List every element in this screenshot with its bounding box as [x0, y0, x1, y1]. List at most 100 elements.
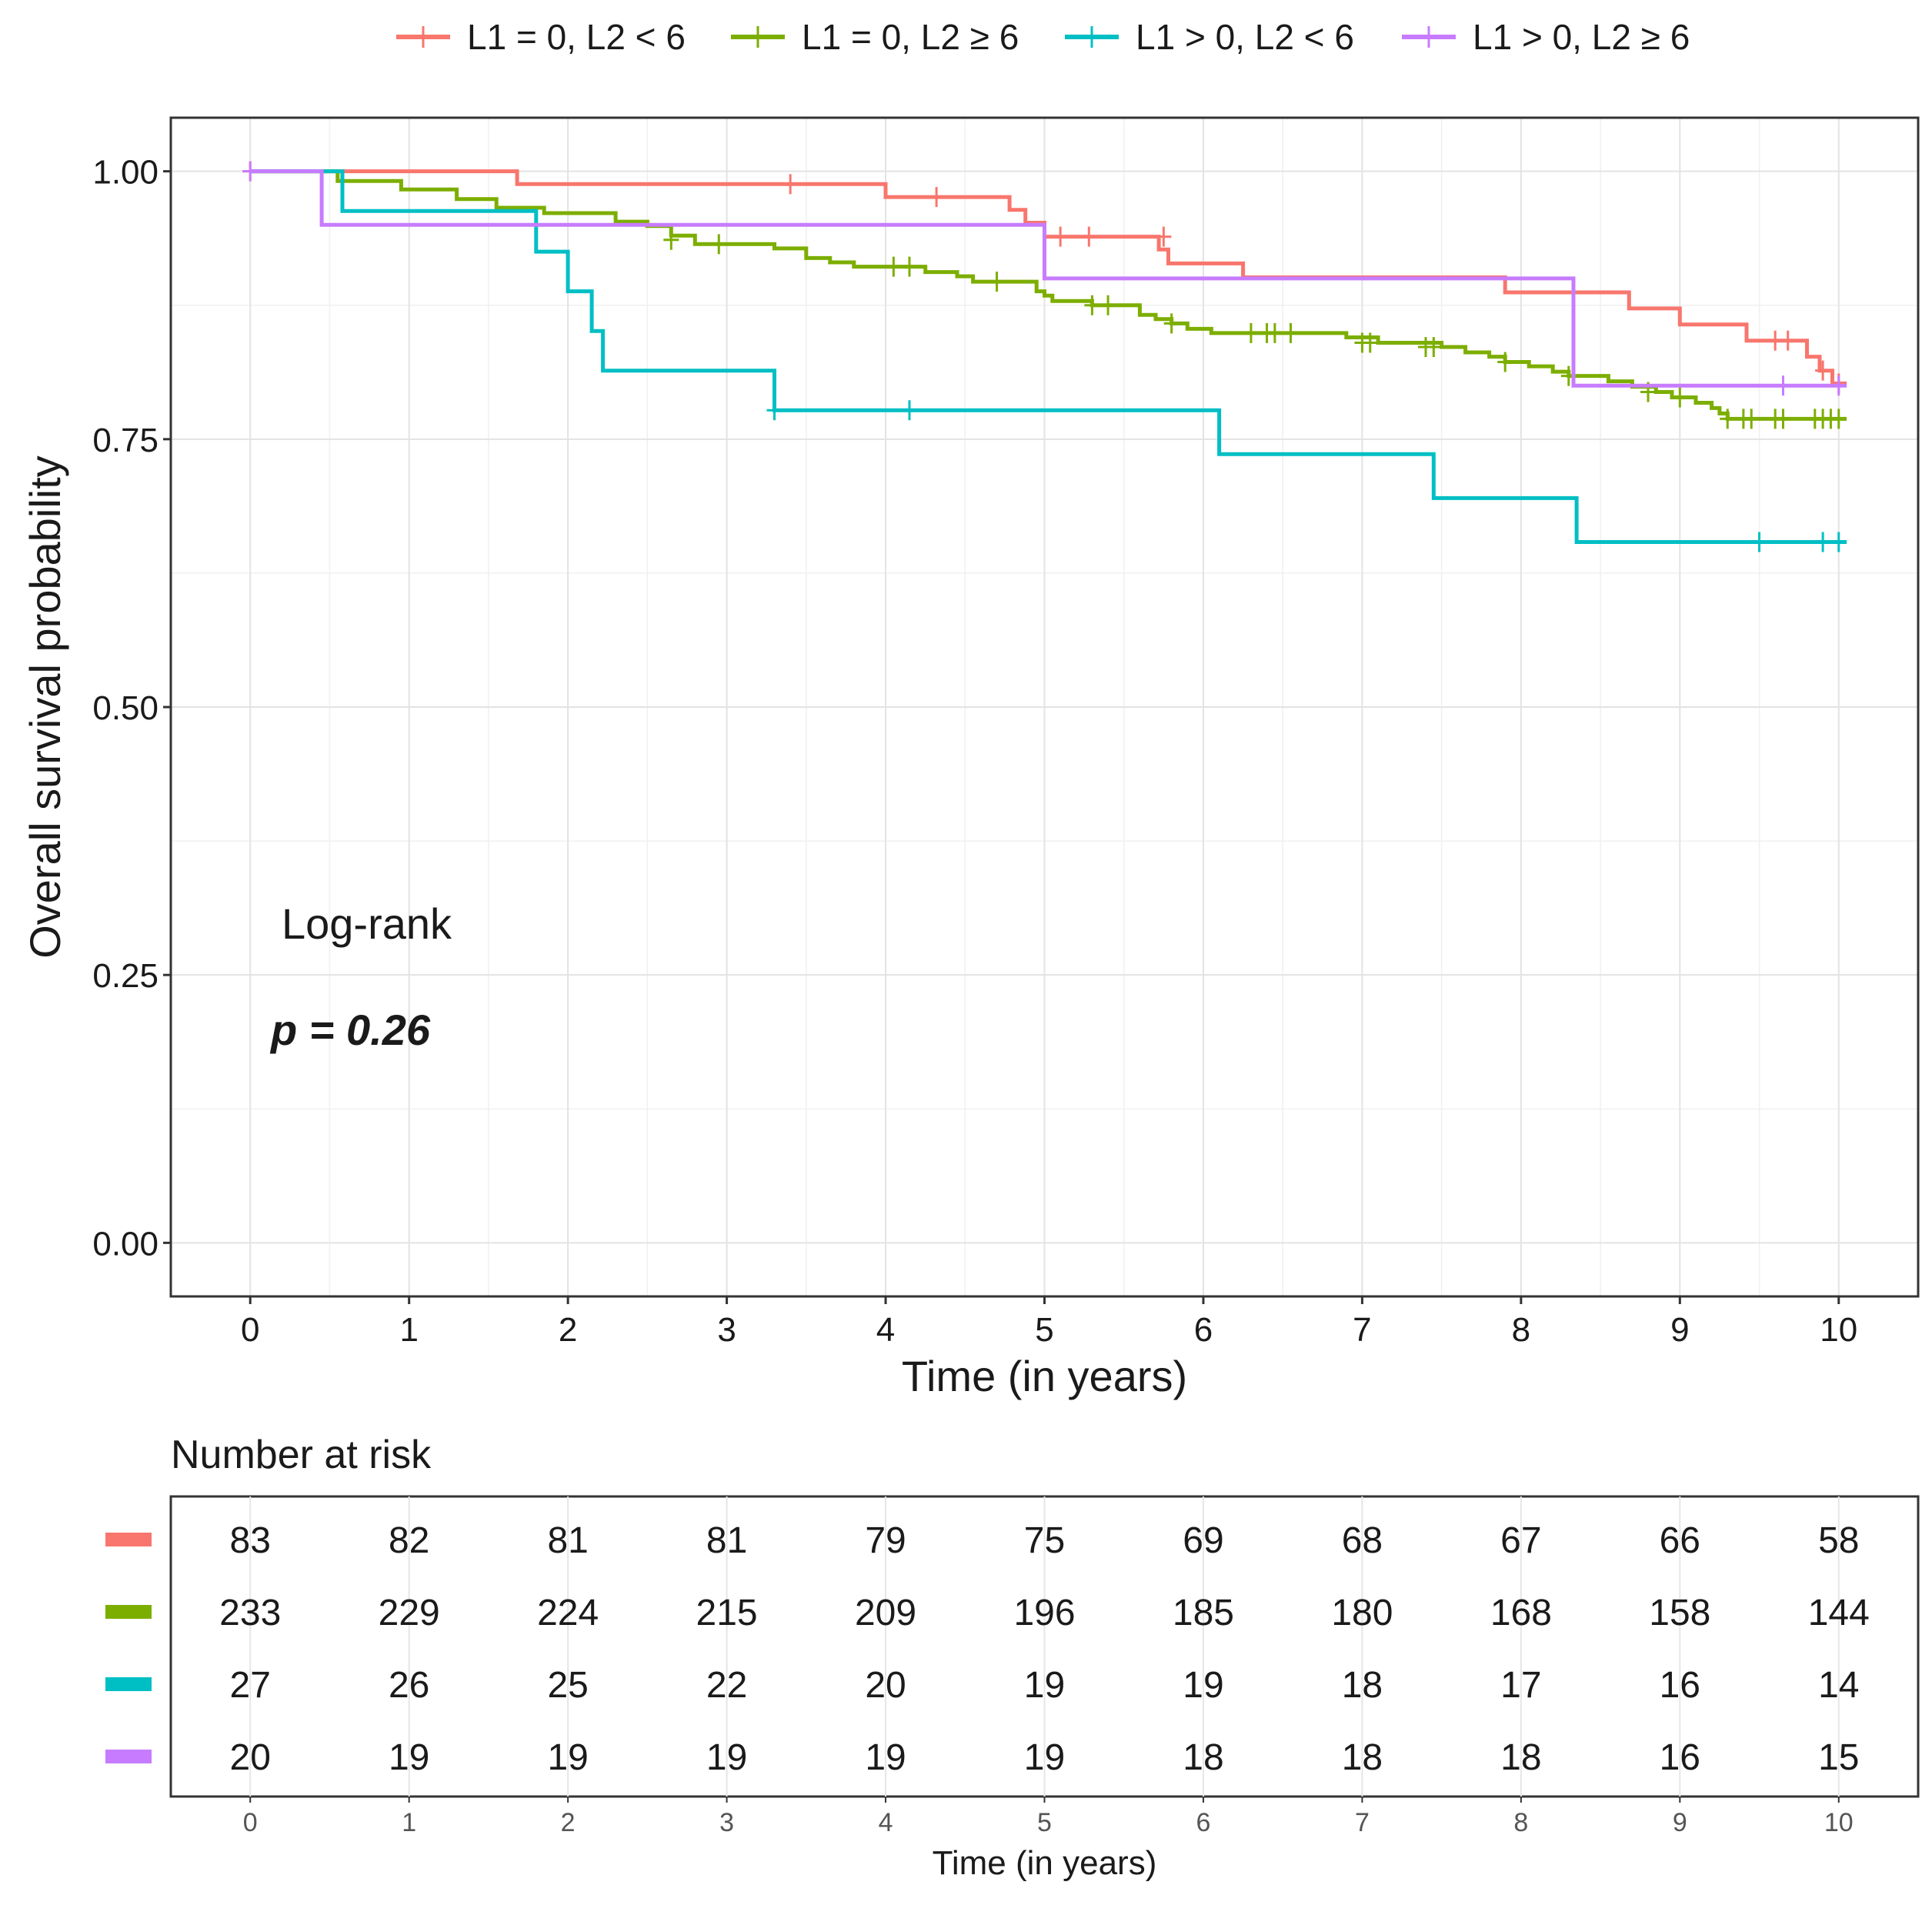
censor-mark-2	[1283, 322, 1299, 343]
censor-mark-1	[1081, 226, 1097, 247]
risk-cell: 14	[1818, 1665, 1859, 1706]
x-tick-label: 10	[1820, 1311, 1857, 1349]
censor-mark-2	[1426, 337, 1442, 358]
censor-mark-3	[1815, 532, 1831, 552]
risk-x-tick-label: 2	[561, 1808, 576, 1837]
risk-x-axis-title: Time (in years)	[933, 1844, 1157, 1882]
risk-cell: 144	[1808, 1593, 1870, 1633]
risk-cell: 19	[1024, 1665, 1065, 1706]
logrank-label: Log-rank	[282, 899, 452, 948]
censor-mark-4	[1830, 375, 1847, 396]
risk-cell: 81	[547, 1520, 588, 1561]
x-tick-label: 4	[876, 1311, 895, 1349]
risk-cell: 81	[706, 1520, 747, 1561]
risk-x-tick-label: 0	[243, 1808, 258, 1837]
risk-cell: 26	[389, 1665, 429, 1706]
risk-cell: 19	[706, 1737, 747, 1778]
x-axis-title: Time (in years)	[902, 1352, 1187, 1400]
censor-mark-2	[1775, 409, 1791, 429]
legend-label-1: L1 = 0, L2 < 6	[467, 17, 686, 57]
legend-label-4: L1 > 0, L2 ≥ 6	[1473, 17, 1690, 57]
risk-x-tick-label: 8	[1513, 1808, 1528, 1837]
y-tick-label: 0.00	[92, 1225, 158, 1263]
risk-row-swatch-3	[105, 1677, 152, 1691]
risk-cell: 15	[1818, 1737, 1859, 1778]
risk-cell: 68	[1342, 1520, 1383, 1561]
censor-mark-3	[766, 400, 782, 421]
risk-cell: 168	[1490, 1593, 1552, 1633]
censor-mark-3	[1830, 532, 1847, 552]
censor-mark-2	[1672, 387, 1688, 408]
censor-mark-3	[1751, 532, 1767, 552]
risk-x-tick-label: 9	[1673, 1808, 1687, 1837]
censor-mark-2	[1266, 322, 1283, 343]
survival-curve-3	[250, 169, 1847, 544]
x-tick-label: 2	[559, 1311, 577, 1349]
censor-mark-1	[1780, 330, 1796, 351]
risk-cell: 180	[1331, 1593, 1393, 1633]
legend-label-3: L1 > 0, L2 < 6	[1136, 17, 1354, 57]
risk-cell: 18	[1500, 1737, 1541, 1778]
y-tick-label: 1.00	[92, 154, 158, 192]
censor-mark-1	[929, 187, 945, 208]
risk-cell: 69	[1183, 1520, 1223, 1561]
risk-x-tick-label: 4	[879, 1808, 893, 1837]
risk-table-title: Number at risk	[171, 1433, 432, 1477]
censor-mark-2	[1100, 295, 1116, 315]
censor-mark-2	[1720, 409, 1736, 429]
x-tick-label: 1	[399, 1311, 418, 1349]
censor-mark-2	[989, 272, 1005, 292]
x-tick-label: 9	[1670, 1311, 1689, 1349]
series-group	[242, 161, 1847, 552]
risk-x-tick-label: 1	[402, 1808, 416, 1837]
legend-label-2: L1 = 0, L2 ≥ 6	[802, 17, 1019, 57]
censor-mark-1	[1053, 226, 1069, 247]
gridlines	[171, 118, 1918, 1296]
risk-cell: 196	[1013, 1593, 1075, 1633]
risk-cell: 18	[1342, 1737, 1383, 1778]
x-tick-label: 3	[717, 1311, 736, 1349]
risk-cell: 17	[1500, 1665, 1541, 1706]
risk-cell: 75	[1024, 1520, 1065, 1561]
risk-cell: 20	[230, 1737, 271, 1778]
risk-cell: 18	[1183, 1737, 1223, 1778]
censor-mark-2	[1497, 352, 1513, 372]
y-axis-title: Overall survival probability	[21, 455, 69, 959]
risk-cell: 79	[865, 1520, 906, 1561]
risk-x-tick-label: 6	[1196, 1808, 1210, 1837]
censor-mark-2	[663, 229, 679, 250]
risk-cell: 158	[1649, 1593, 1710, 1633]
risk-cell: 16	[1660, 1737, 1700, 1778]
censor-mark-2	[902, 256, 918, 277]
censor-mark-2	[1163, 313, 1180, 334]
censor-mark-2	[1243, 322, 1259, 343]
risk-cell: 209	[855, 1593, 916, 1633]
censor-mark-2	[1362, 332, 1378, 353]
censor-mark-2	[1084, 295, 1100, 315]
x-tick-label: 7	[1353, 1311, 1371, 1349]
risk-cell: 19	[865, 1737, 906, 1778]
x-tick-label: 6	[1194, 1311, 1213, 1349]
risk-cell: 66	[1660, 1520, 1700, 1561]
risk-cell: 27	[230, 1665, 271, 1706]
risk-row-swatch-2	[105, 1605, 152, 1619]
risk-cell: 67	[1500, 1520, 1541, 1561]
risk-cell: 22	[706, 1665, 747, 1706]
censor-mark-1	[782, 174, 799, 195]
risk-x-tick-label: 7	[1355, 1808, 1370, 1837]
censor-mark-2	[1743, 409, 1760, 429]
risk-cell: 16	[1660, 1665, 1700, 1706]
censor-mark-1	[1815, 360, 1831, 381]
survival-curve-1	[250, 169, 1847, 385]
x-tick-label: 0	[241, 1311, 259, 1349]
main-plot: 0.00 0.25 0.50 0.75 1.00 0 1 2 3 4 5 6 7 8 9 10 Time (in…	[21, 116, 1920, 1400]
risk-cell: 58	[1818, 1520, 1859, 1561]
risk-cell: 224	[537, 1593, 599, 1633]
risk-x-tick-label: 5	[1037, 1808, 1052, 1837]
risk-cell: 229	[379, 1593, 440, 1633]
x-tick-label: 5	[1035, 1311, 1053, 1349]
risk-row-swatch-4	[105, 1750, 152, 1763]
censor-mark-2	[886, 256, 902, 277]
